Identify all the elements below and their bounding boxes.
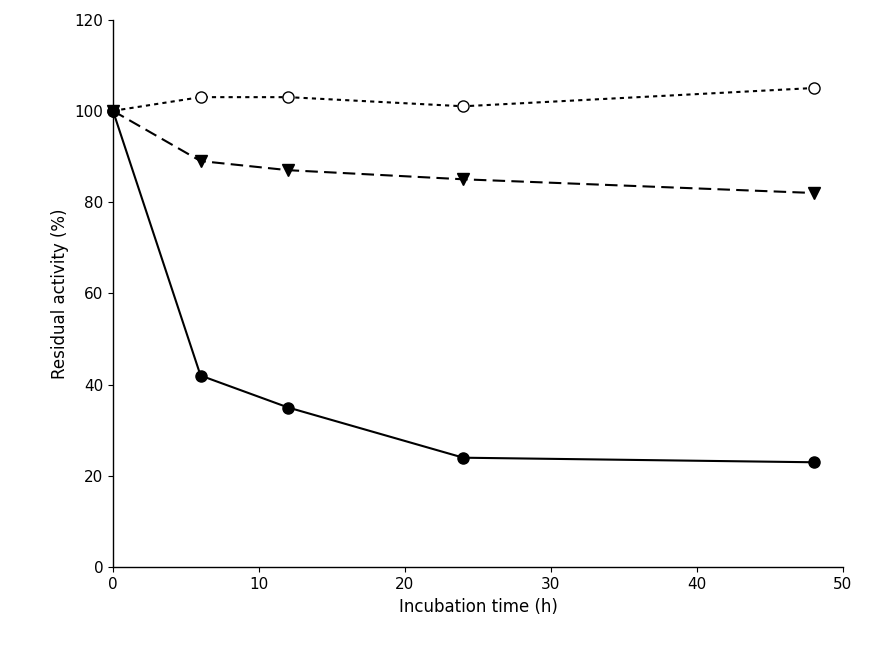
X-axis label: Incubation time (h): Incubation time (h): [399, 597, 557, 615]
Y-axis label: Residual activity (%): Residual activity (%): [50, 208, 69, 379]
